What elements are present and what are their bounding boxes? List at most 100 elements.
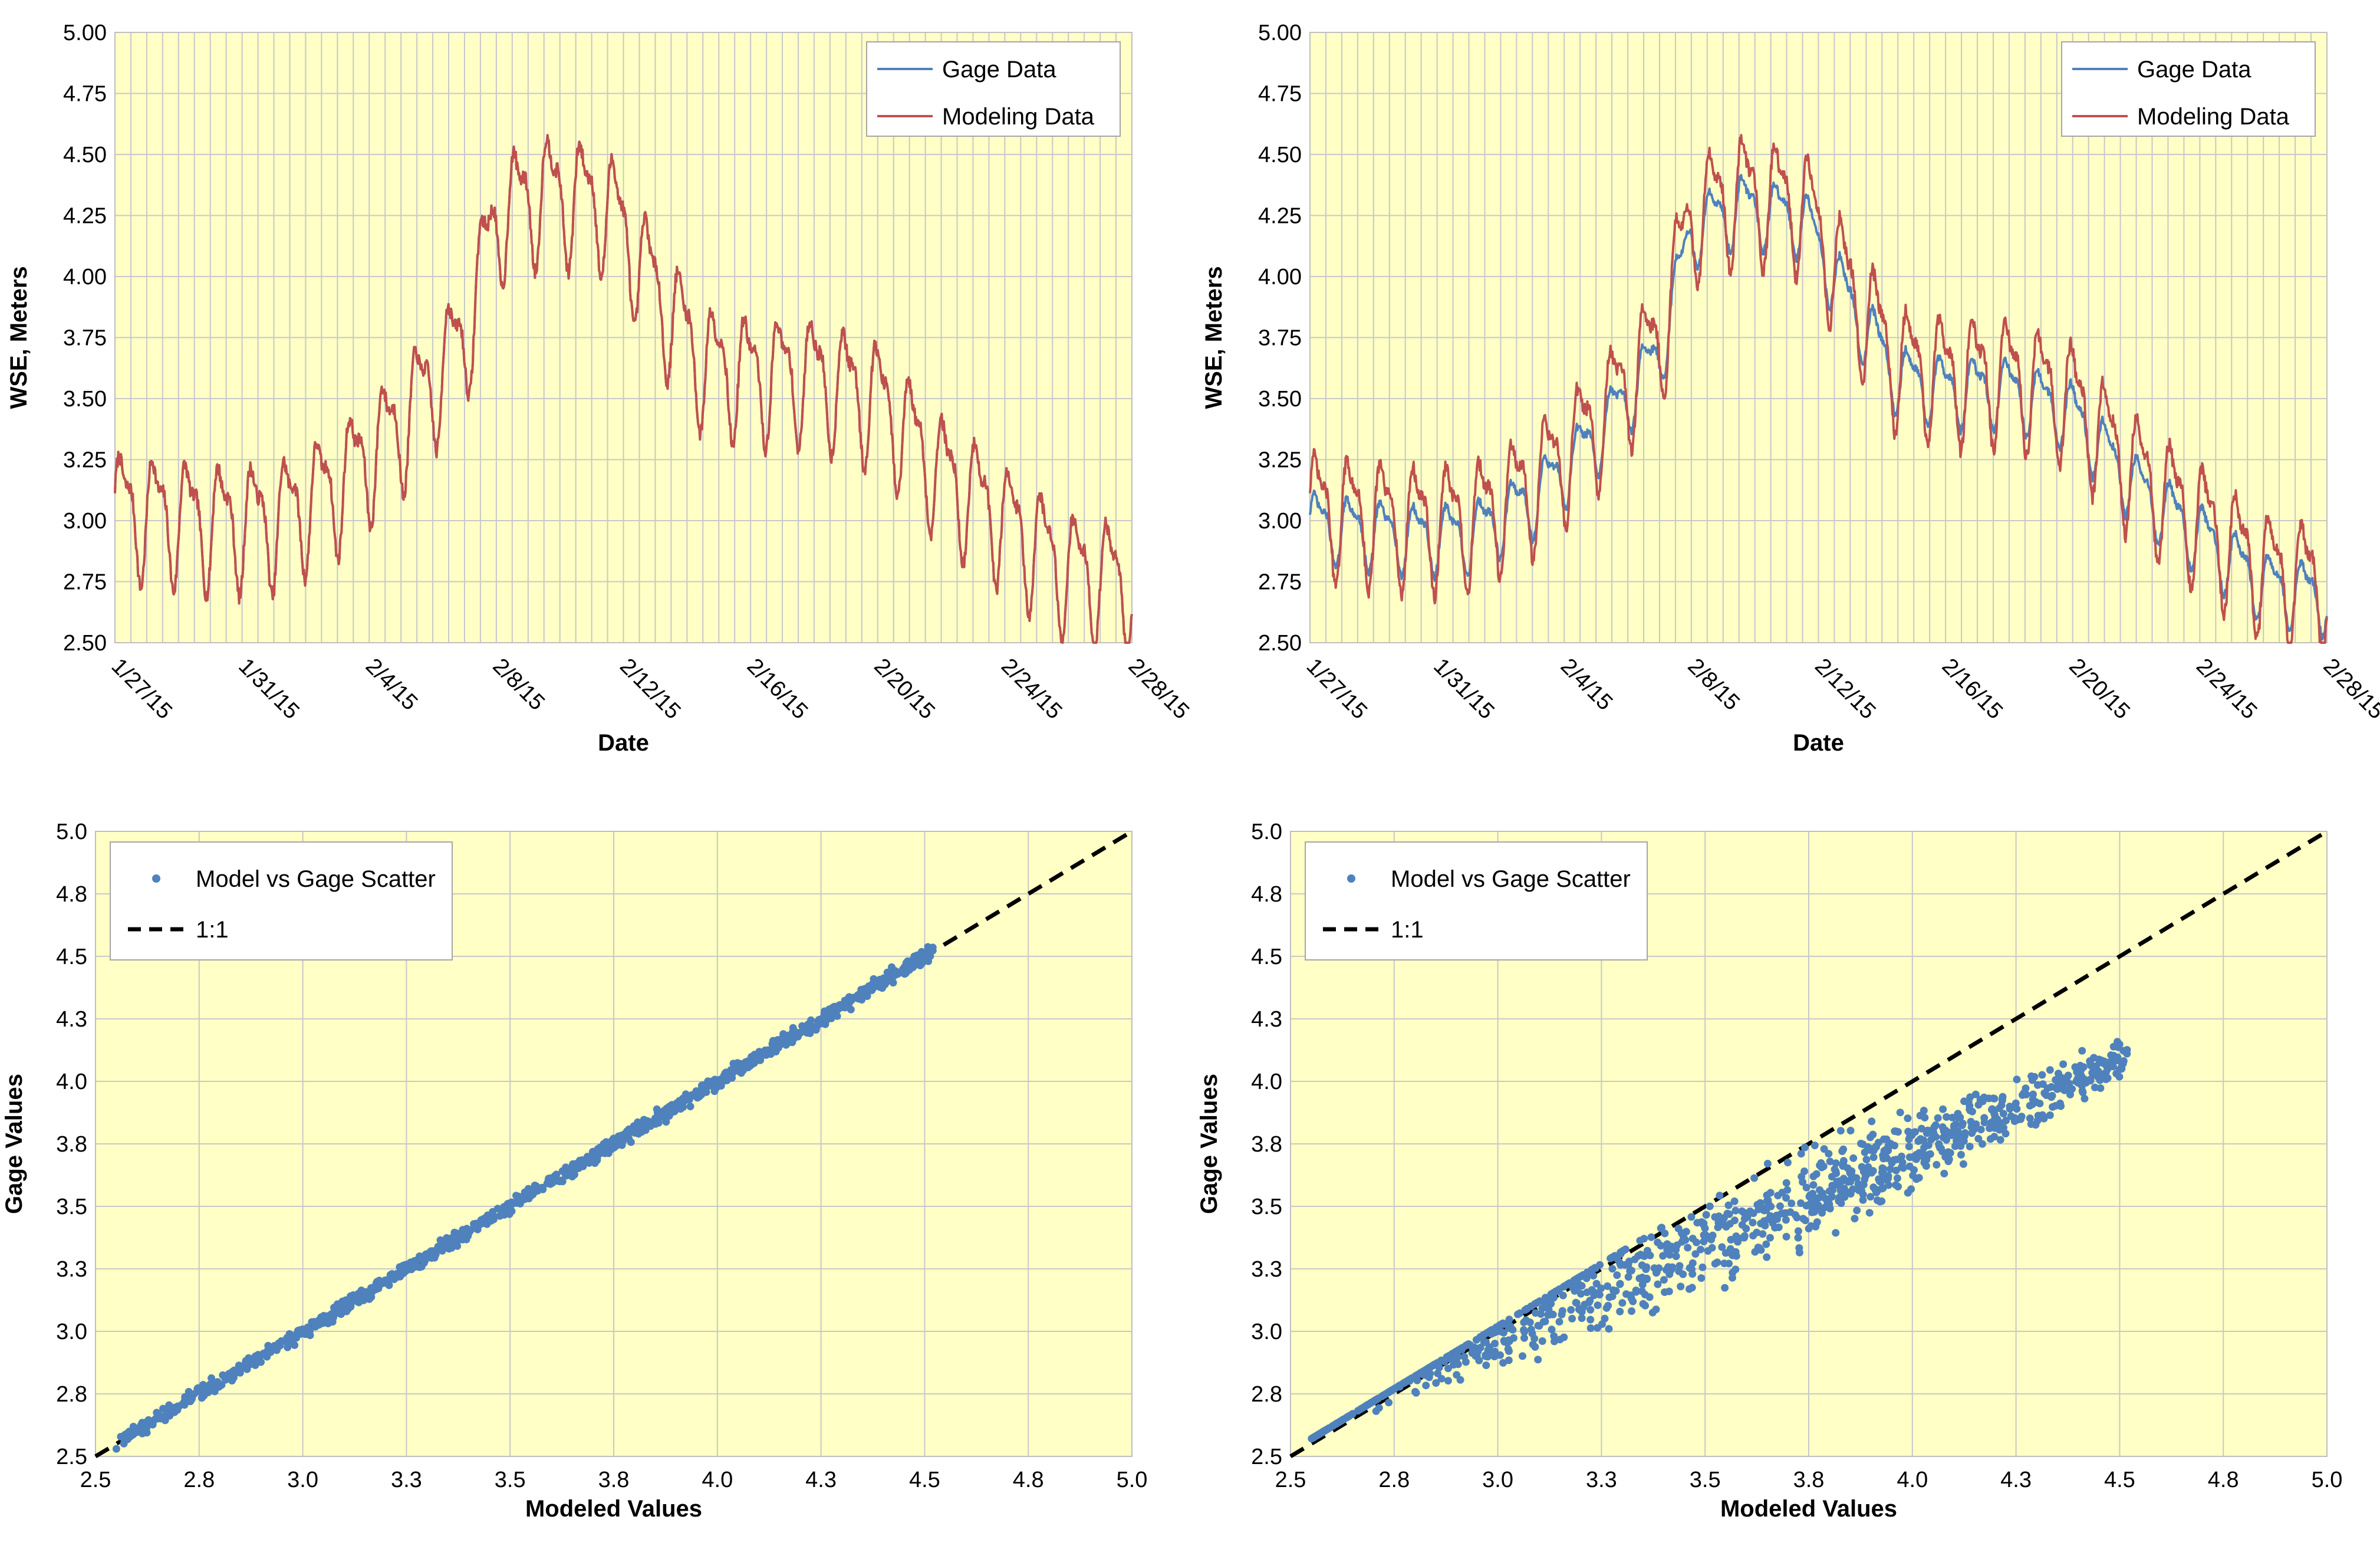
scatter-point (1812, 1195, 1820, 1203)
scatter-point (2002, 1117, 2010, 1124)
scatter-point (1920, 1107, 1928, 1114)
scatter-point (2078, 1047, 2086, 1055)
scatter-point (1828, 1193, 1836, 1201)
y-tick-label: 2.5 (56, 1445, 87, 1469)
scatter-point (2013, 1075, 2021, 1084)
scatter-point (1762, 1240, 1770, 1248)
scatter-point (1586, 1297, 1594, 1305)
x-tick-label: 3.8 (598, 1468, 630, 1492)
scatter-point (1879, 1184, 1887, 1192)
x-tick-label: 4.0 (702, 1468, 733, 1492)
scatter-point (1826, 1157, 1834, 1166)
scatter-point (1819, 1162, 1828, 1170)
scatter-point (1943, 1113, 1951, 1121)
scatter-point (1825, 1200, 1833, 1208)
scatter-point (1974, 1134, 1983, 1143)
scatter-point (2081, 1094, 2089, 1103)
scatter-point (2114, 1043, 2122, 1051)
scatter-point (627, 1138, 635, 1146)
x-tick-label: 3.0 (287, 1468, 318, 1492)
scatter-point (1816, 1186, 1823, 1194)
scatter-point (1604, 1301, 1612, 1310)
scatter-point (1586, 1324, 1595, 1332)
scatter-point (1333, 1419, 1341, 1427)
y-tick-label: 5.00 (63, 21, 107, 45)
legend-label: Modeling Data (2137, 104, 2290, 130)
scatter-point (1672, 1252, 1680, 1261)
scatter-point (1795, 1244, 1803, 1252)
scatter-point (1808, 1208, 1816, 1216)
legend-box (2061, 41, 2316, 137)
scatter-point (1848, 1171, 1856, 1179)
scatter-point (1661, 1288, 1669, 1296)
scatter-point (2038, 1071, 2046, 1079)
scatter-point (805, 1025, 813, 1033)
legend-label: Model vs Gage Scatter (196, 866, 436, 892)
scatter-point (2104, 1074, 2112, 1082)
scatter-point (686, 1103, 694, 1110)
scatter-point (1638, 1281, 1647, 1289)
scatter-point (1878, 1164, 1887, 1172)
scatter-point (1976, 1096, 1984, 1104)
scatter-point (1539, 1318, 1548, 1326)
y-tick-label: 3.8 (1251, 1132, 1282, 1157)
scatter-point (1868, 1117, 1876, 1126)
y-tick-label: 2.50 (63, 631, 107, 656)
scatter-point (1753, 1200, 1762, 1209)
scatter-point (1869, 1153, 1878, 1162)
scatter-point (1794, 1233, 1802, 1242)
scatter-point (1806, 1191, 1814, 1199)
y-tick-label: 3.75 (63, 326, 107, 351)
scatter-point (1500, 1328, 1507, 1337)
x-tick-label: 4.8 (1013, 1468, 1044, 1492)
scatter-point (186, 1397, 195, 1406)
scatter-point (1422, 1381, 1430, 1390)
scatter-point (1749, 1209, 1757, 1218)
scatter-point (438, 1246, 446, 1255)
scatter-point (1865, 1209, 1874, 1217)
scatter-point (1708, 1244, 1716, 1252)
scatter-point (1624, 1261, 1632, 1269)
scatter-point (1853, 1206, 1861, 1215)
scatter-point (2096, 1084, 2105, 1092)
scatter-point (1567, 1306, 1575, 1314)
scatter-point (1461, 1358, 1470, 1366)
scatter-point (832, 1002, 841, 1011)
scatter-point (1904, 1114, 1912, 1123)
scatter-point (1749, 1232, 1757, 1240)
scatter-point (284, 1343, 292, 1351)
y-tick-label: 4.00 (1258, 265, 1302, 290)
scatter-point (868, 986, 876, 994)
scatter-point (1607, 1254, 1615, 1262)
scatter-point (623, 1127, 631, 1135)
scatter-point (161, 1416, 169, 1425)
scatter-point (1372, 1407, 1380, 1415)
scatter-point (1970, 1126, 1978, 1134)
scatter-point (1872, 1188, 1881, 1196)
scatter-point (631, 1128, 639, 1136)
scatter-point (557, 1176, 565, 1185)
scatter-point (1628, 1307, 1635, 1315)
scatter-point (1876, 1198, 1884, 1206)
scatter-point (1646, 1251, 1654, 1259)
y-tick-label: 4.8 (56, 882, 87, 907)
scatter-point (1577, 1290, 1585, 1298)
scatter-point (1534, 1356, 1542, 1364)
scatter-point (1486, 1327, 1494, 1335)
plot-frame (1290, 831, 2328, 1457)
scatter-point (1677, 1282, 1685, 1291)
scatter-point (923, 951, 931, 959)
scatter-point (1548, 1325, 1556, 1334)
scatter-point (1989, 1094, 1997, 1103)
scatter-point (2033, 1117, 2042, 1125)
scatter-point (1857, 1186, 1865, 1195)
scatter-point (677, 1104, 685, 1113)
scatter-point (1572, 1279, 1581, 1288)
scatter-point (1613, 1271, 1621, 1279)
x-tick-label: 4.5 (909, 1468, 940, 1492)
scatter-point (1799, 1178, 1807, 1186)
scatter-point (1807, 1222, 1815, 1230)
scatter-point (1492, 1328, 1500, 1336)
scatter-point (1613, 1255, 1621, 1263)
scatter-point (1367, 1399, 1375, 1407)
